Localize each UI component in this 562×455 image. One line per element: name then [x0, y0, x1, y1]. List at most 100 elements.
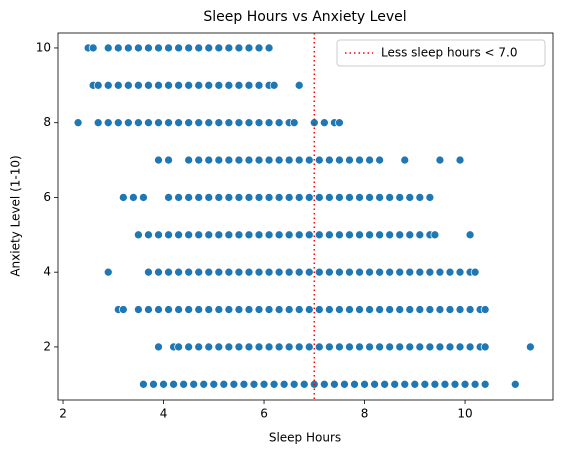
scatter-point: [365, 193, 374, 202]
scatter-point: [103, 80, 113, 90]
scatter-point: [224, 342, 234, 352]
scatter-point: [194, 230, 204, 240]
scatter-point: [234, 80, 244, 90]
scatter-point: [340, 379, 349, 389]
scatter-point: [425, 267, 435, 277]
scatter-point: [325, 305, 334, 314]
scatter-point: [294, 230, 304, 240]
scatter-point: [345, 342, 354, 352]
scatter-point: [410, 379, 420, 389]
scatter-point: [154, 230, 163, 240]
y-tick-label: 2: [43, 339, 51, 353]
scatter-point: [204, 43, 214, 53]
scatter-point: [455, 267, 465, 277]
scatter-point: [395, 193, 405, 202]
scatter-point: [435, 305, 445, 314]
scatter-point: [294, 155, 304, 165]
scatter-point: [370, 379, 379, 389]
scatter-point: [335, 193, 344, 202]
scatter-point: [134, 305, 143, 314]
scatter-point: [244, 43, 254, 53]
legend-label: Less sleep hours < 7.0: [381, 46, 517, 60]
scatter-point: [425, 342, 435, 352]
scatter-point: [304, 230, 314, 240]
scatter-point: [284, 267, 294, 277]
scatter-point: [144, 305, 153, 314]
scatter-point: [159, 379, 168, 389]
scatter-point: [124, 43, 133, 53]
scatter-point: [244, 305, 254, 314]
scatter-point: [164, 118, 173, 128]
scatter-point: [375, 305, 384, 314]
scatter-point: [355, 305, 364, 314]
scatter-point: [405, 267, 415, 277]
scatter-point: [194, 118, 204, 128]
scatter-point: [154, 80, 163, 90]
scatter-point: [73, 118, 83, 128]
scatter-point: [164, 305, 173, 314]
scatter-point: [164, 43, 173, 53]
y-axis-label: Anxiety Level (1-10): [9, 155, 23, 276]
scatter-point: [284, 230, 294, 240]
scatter-point: [269, 379, 279, 389]
scatter-point: [335, 342, 344, 352]
scatter-point: [214, 193, 224, 202]
scatter-point: [103, 267, 113, 277]
scatter-point: [189, 379, 199, 389]
scatter-point: [335, 118, 344, 128]
scatter-point: [385, 193, 395, 202]
scatter-point: [470, 267, 480, 277]
scatter-point: [174, 80, 183, 90]
scatter-point: [510, 379, 520, 389]
scatter-point: [244, 80, 254, 90]
scatter-point: [194, 43, 204, 53]
scatter-point: [274, 193, 284, 202]
scatter-point: [244, 342, 254, 352]
scatter-point: [264, 155, 274, 165]
scatter-point: [435, 155, 445, 165]
scatter-point: [164, 267, 173, 277]
scatter-point: [194, 80, 204, 90]
scatter-point: [234, 193, 244, 202]
scatter-point: [164, 193, 173, 202]
scatter-point: [224, 230, 234, 240]
scatter-point: [184, 80, 194, 90]
scatter-point: [154, 342, 163, 352]
scatter-point: [385, 305, 395, 314]
scatter-point: [124, 118, 133, 128]
scatter-point: [294, 342, 304, 352]
scatter-point: [224, 305, 234, 314]
x-tick-label: 6: [260, 407, 268, 421]
scatter-point: [254, 305, 264, 314]
scatter-point: [284, 155, 294, 165]
scatter-point: [405, 230, 415, 240]
scatter-point: [224, 118, 234, 128]
scatter-point: [450, 379, 460, 389]
scatter-point: [375, 342, 384, 352]
scatter-point: [204, 305, 214, 314]
scatter-point: [184, 230, 194, 240]
scatter-point: [144, 118, 153, 128]
scatter-point: [445, 305, 455, 314]
scatter-point: [279, 379, 289, 389]
scatter-point: [103, 43, 113, 53]
scatter-point: [355, 193, 364, 202]
scatter-point: [445, 342, 455, 352]
scatter-point: [204, 230, 214, 240]
scatter-point: [244, 267, 254, 277]
scatter-point: [319, 379, 329, 389]
scatter-point: [144, 80, 153, 90]
scatter-point: [234, 155, 244, 165]
scatter-point: [88, 43, 98, 53]
scatter-point: [430, 379, 440, 389]
scatter-point: [304, 267, 314, 277]
scatter-point: [314, 342, 324, 352]
scatter-point: [184, 118, 194, 128]
scatter-point: [184, 193, 194, 202]
scatter-point: [385, 267, 395, 277]
scatter-point: [174, 118, 183, 128]
scatter-point: [299, 379, 309, 389]
scatter-point: [375, 230, 384, 240]
x-tick-label: 4: [160, 407, 168, 421]
